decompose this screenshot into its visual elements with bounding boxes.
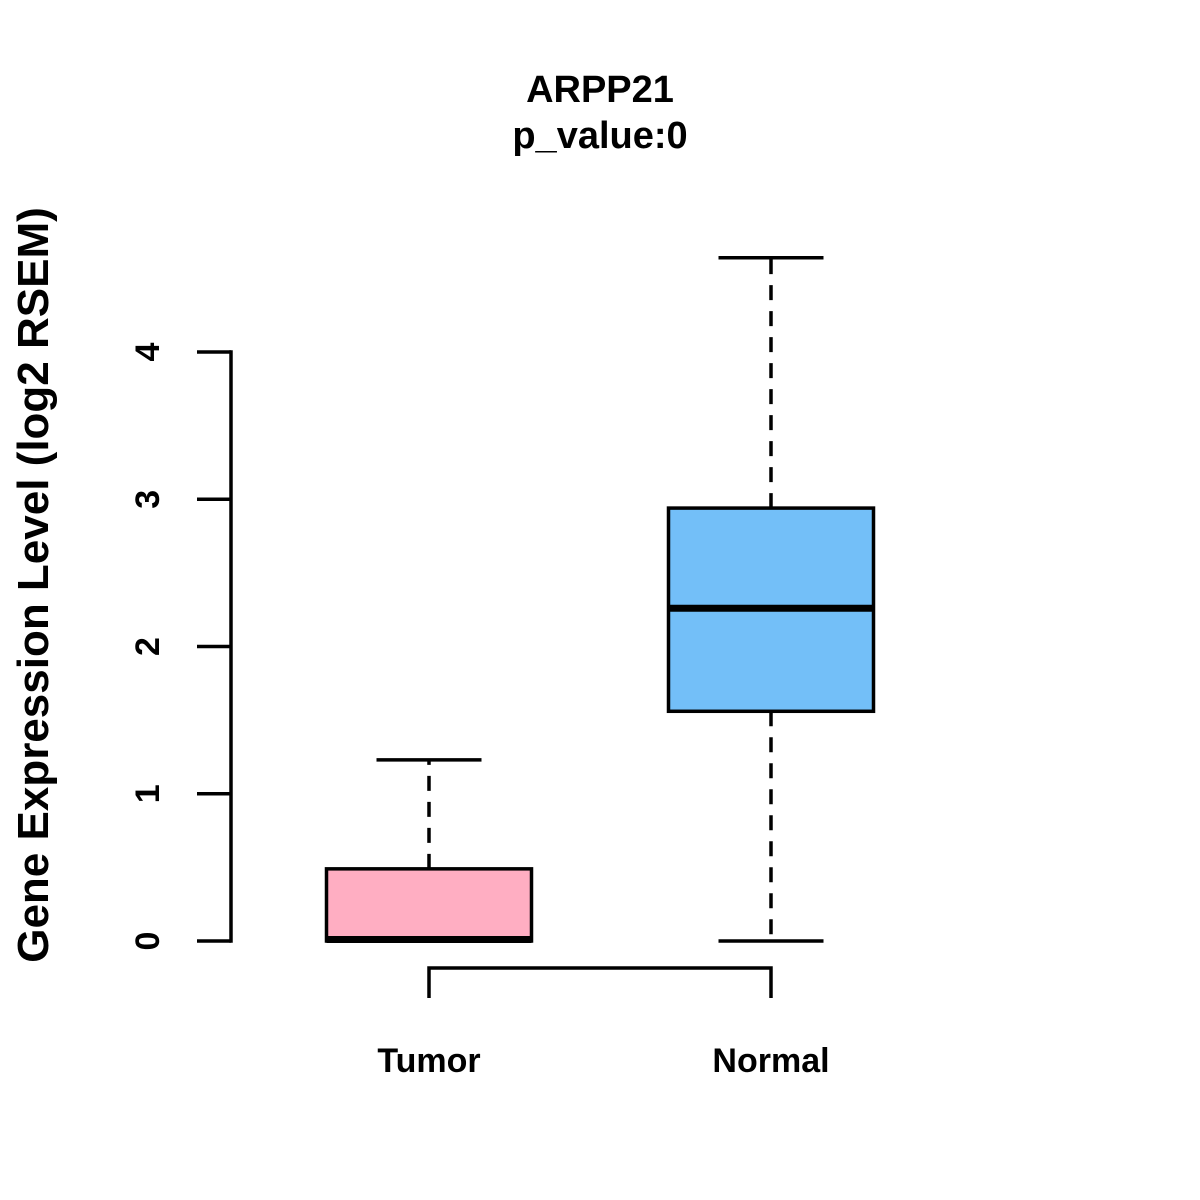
x-category-label-tumor: Tumor: [377, 1042, 480, 1080]
box-tumor: [324, 867, 534, 943]
x-category-label-normal: Normal: [712, 1042, 829, 1080]
comparison-bracket: [427, 966, 773, 998]
y-axis-tick-label: 3: [129, 490, 167, 509]
y-axis-tick-label: 1: [129, 784, 167, 803]
y-axis-tick-label: 0: [129, 932, 167, 951]
chart-subtitle: p_value:0: [512, 115, 688, 157]
y-axis-tick-label: 4: [129, 342, 167, 361]
chart-title: ARPP21: [526, 69, 674, 111]
y-axis-tick-label: 2: [129, 637, 167, 656]
